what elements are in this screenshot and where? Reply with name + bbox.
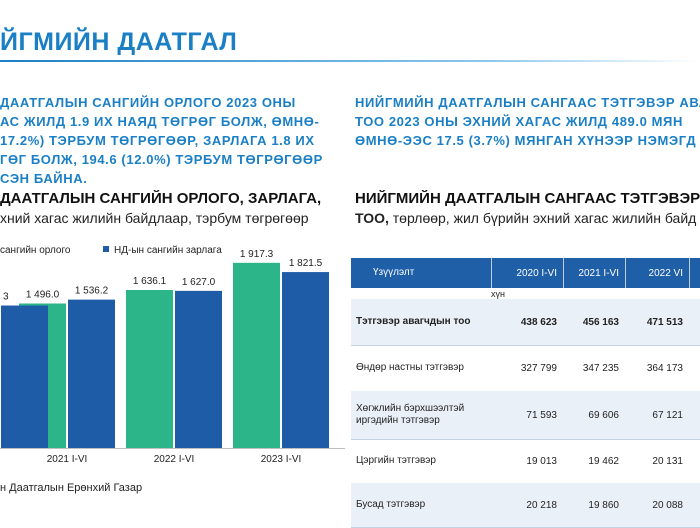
income-expense-bar-chart: 1 496.0 1 636.1 1 917.3 3 1 536.2 1 627.0 1 82… [0,250,345,465]
bar-value-label: 1 496.0 [26,290,60,301]
row-value: 20 131 [652,455,683,467]
table-row: Тэтгэвэр авагчдын тоо 438 623 456 163 47… [351,299,700,346]
unit-label: хүн [491,288,700,299]
bar-income [126,289,173,448]
row-label: Бусад тэтгэвэр [356,499,426,510]
table-subtitle-text: төрлөөр, жил бүрийн эхний хагас жилийн б… [388,210,697,226]
summary-line: СЭН БАЙНА. [0,171,88,186]
row-label: Өндөр настны тэтгэвэр [356,362,464,373]
bar-value-label: 1 627.0 [182,277,216,288]
row-label: Тэтгэвэр авагчдын тоо [356,316,471,327]
legend-item-income: сангийн орлого [0,245,70,256]
table-subtitle: ТОО, төрлөөр, жил бүрийн эхний хагас жил… [355,210,700,226]
x-tick-label: 2023 I-VI [261,454,302,465]
income-expense-summary: ДААТГАЛЫН САНГИЙН ОРЛОГО 2023 ОНЫ АС ЖИЛ… [0,93,345,188]
table-row: Өндөр настны тэтгэвэр 327 799 347 235 36… [351,345,700,392]
legend-item-expense: НД-ын сангийн зарлага [103,245,222,256]
row-value: 471 513 [646,316,683,328]
row-value: 19 462 [588,455,619,467]
table-header-row: Үзүүлэлт 2020 I-VI 2021 I-VI 2022 VI [351,258,700,288]
bar-value-label: 1 917.3 [240,250,274,260]
summary-line: ДААТГАЛЫН САНГИЙН ОРЛОГО 2023 ОНЫ [0,95,296,110]
bar-value-label: 1 821.5 [289,258,323,269]
column-header-2022: 2022 VI [648,267,683,279]
row-value: 19 860 [588,499,619,511]
row-value: 347 235 [582,362,619,374]
bar-expense [282,272,329,448]
row-value: 20 088 [652,499,683,511]
pensioners-summary: НИЙГМИЙН ДААТГАЛЫН САНГААС ТЭТГЭВЭР АВА … [355,93,700,150]
legend-income-label: сангийн орлого [0,245,71,256]
x-tick-label: 2021 I-VI [47,454,88,465]
row-label: Цэргийн тэтгэвэр [356,455,436,466]
row-value: 67 121 [652,409,683,421]
bar-income [233,262,280,448]
summary-line: ТОО 2023 ОНЫ ЭХНИЙ ХАГАС ЖИЛД 489.0 МЯН [355,114,683,129]
column-header-2020: 2020 I-VI [516,267,557,279]
table-row: Хөгжлийн бэрхшээлтэй иргэдийн тэтгэвэр 7… [351,391,700,440]
bar-expense [68,299,115,448]
summary-line: ӨМНӨ-ЭЭС 17.5 (3.7%) МЯНГАН ХҮНЭЭР НЭМЭГ… [355,133,697,148]
row-value: 69 606 [588,409,619,421]
row-value: 19 013 [526,455,557,467]
column-header-indicator: Үзүүлэлт [373,267,415,278]
row-value: 71 593 [526,409,557,421]
legend-expense-swatch [103,246,109,252]
legend-expense-label: НД-ын сангийн зарлага [114,245,222,256]
row-value: 20 218 [526,499,557,511]
row-label-line: иргэдийн тэтгэвэр [356,415,440,426]
row-value: 438 623 [520,316,557,328]
table-title: НИЙГМИЙН ДААТГАЛЫН САНГААС ТЭТГЭВЭР А [355,190,700,207]
source-note: н Даатгалын Ерөнхий Газар [0,482,143,494]
bar-expense [1,305,48,448]
table-row: Цэргийн тэтгэвэр 19 013 19 462 20 131 [351,439,700,484]
row-label-line: Хөгжлийн бэрхшээлтэй [356,403,465,414]
bar-value-label: 1 636.1 [133,276,167,287]
row-label: Хөгжлийн бэрхшээлтэй иргэдийн тэтгэвэр [351,391,491,439]
row-value: 327 799 [520,362,557,374]
row-value: 456 163 [582,316,619,328]
chart-title: ДААТГАЛЫН САНГИЙН ОРЛОГО, ЗАРЛАГА, [0,190,322,207]
summary-line: ГӨГ БОЛЖ, 194.6 (12.0%) ТЭРБУМ ТӨГРӨГӨӨР [0,152,323,167]
table-subtitle-bold: ТОО, [355,210,389,226]
bar-value-label: 3 [3,292,9,303]
summary-line: АС ЖИЛД 1.9 ИХ НАЯД ТӨГРӨГ БОЛЖ, ӨМНӨ- [0,114,320,129]
chart-subtitle: хний хагас жилийн байдлаар, тэрбум төгрө… [0,210,309,226]
title-divider [0,60,700,62]
summary-line: 17.2%) ТЭРБУМ ТӨГРӨГӨӨР, ЗАРЛАГА 1.8 ИХ [0,133,315,148]
bar-value-label: 1 536.2 [75,286,109,297]
column-header-2021: 2021 I-VI [578,267,619,279]
row-value: 364 173 [646,362,683,374]
table-row: Бусад тэтгэвэр 20 218 19 860 20 088 [351,483,700,528]
x-tick-label: 2022 I-VI [154,454,195,465]
summary-line: НИЙГМИЙН ДААТГАЛЫН САНГААС ТЭТГЭВЭР АВА [355,95,700,110]
bar-expense [175,290,222,448]
page-title: ЙГМИЙН ДААТГАЛ [0,28,238,56]
